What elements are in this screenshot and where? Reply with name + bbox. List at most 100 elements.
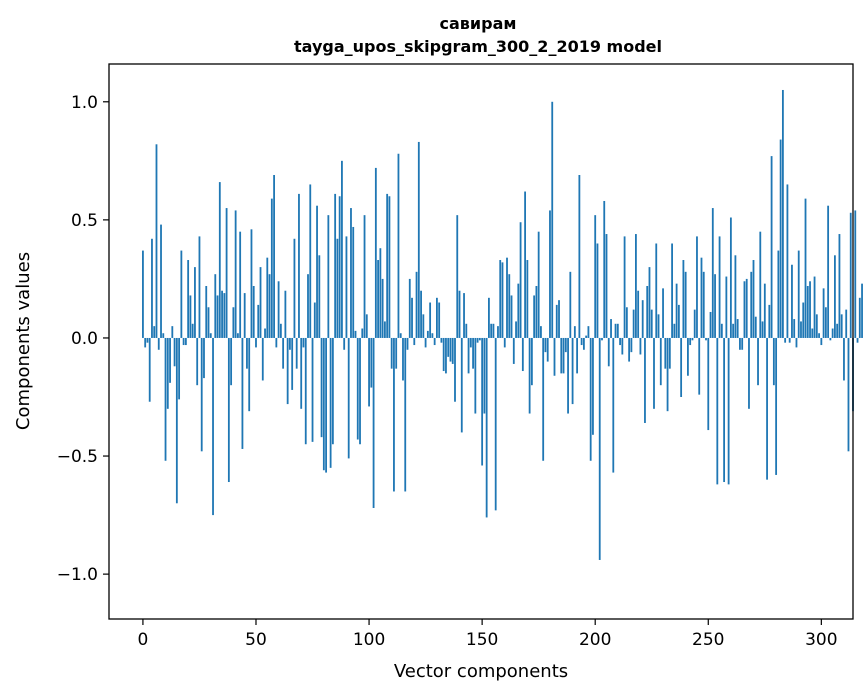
bar-57: [270, 198, 273, 338]
bar-75: [311, 337, 314, 442]
bar-282: [779, 139, 782, 338]
bar-17: [180, 250, 183, 338]
bar-311: [845, 309, 848, 338]
bar-38: [227, 337, 230, 483]
bar-138: [454, 337, 456, 402]
bar-172: [530, 337, 533, 386]
bar-37: [225, 208, 228, 338]
bar-21: [189, 295, 192, 338]
bar-60: [277, 281, 280, 338]
bar-209: [614, 323, 617, 338]
bar-116: [404, 337, 407, 492]
bar-266: [743, 281, 746, 338]
bar-309: [840, 314, 843, 338]
bar-191: [573, 326, 576, 338]
bar-246: [698, 337, 701, 395]
bar-25: [198, 236, 201, 338]
bar-121: [415, 271, 418, 338]
bar-163: [510, 295, 513, 338]
bar-283: [781, 89, 784, 338]
bar-281: [777, 250, 780, 338]
bar-2: [146, 337, 149, 343]
bar-308: [838, 234, 841, 338]
bar-299: [818, 333, 820, 338]
bar-162: [508, 274, 511, 338]
bar-146: [472, 337, 474, 369]
bar-255: [718, 236, 721, 338]
bar-29: [207, 307, 210, 338]
bar-48: [250, 229, 253, 338]
bar-79: [320, 337, 323, 438]
bar-248: [702, 271, 705, 338]
bar-270: [752, 260, 755, 338]
bar-317: [858, 297, 861, 338]
bar-199: [592, 337, 594, 435]
bar-226: [653, 337, 655, 409]
bar-166: [517, 283, 520, 338]
bar-141: [460, 337, 463, 433]
bar-28: [205, 286, 208, 338]
bar-258: [725, 276, 728, 338]
bar-307: [836, 323, 839, 338]
bar-302: [824, 307, 827, 338]
bar-174: [535, 286, 538, 338]
bar-207: [610, 319, 612, 338]
bar-44: [241, 337, 244, 449]
bar-243: [691, 337, 694, 341]
bar-33: [216, 295, 219, 338]
bar-182: [553, 337, 556, 376]
bar-47: [248, 337, 251, 412]
bar-65: [289, 337, 291, 350]
bar-157: [497, 326, 499, 338]
bar-51: [257, 304, 260, 338]
bar-96: [359, 337, 361, 445]
bar-310: [843, 337, 845, 381]
bar-59: [275, 337, 278, 348]
bar-6: [155, 144, 158, 338]
bar-27: [203, 337, 205, 379]
bar-100: [368, 337, 370, 407]
bar-82: [327, 215, 330, 338]
bar-203: [601, 337, 603, 341]
bar-113: [397, 153, 400, 338]
bar-306: [834, 255, 836, 338]
bar-237: [677, 304, 680, 338]
bar-217: [632, 309, 635, 338]
bar-277: [768, 304, 771, 338]
bar-147: [474, 337, 477, 414]
bar-272: [757, 337, 759, 386]
bar-130: [436, 297, 438, 338]
bar-249: [705, 337, 707, 341]
bar-267: [745, 278, 748, 338]
bar-239: [682, 260, 685, 338]
bar-205: [605, 234, 608, 338]
bar-206: [607, 337, 610, 367]
bar-42: [237, 333, 239, 338]
bar-259: [727, 337, 730, 485]
bar-197: [587, 326, 590, 338]
bar-313: [849, 212, 852, 338]
bar-9: [162, 333, 165, 338]
bar-110: [390, 337, 393, 369]
bar-105: [379, 248, 382, 338]
bar-58: [273, 175, 275, 338]
bar-193: [578, 175, 581, 338]
bar-220: [639, 337, 642, 355]
x-tick-label: 0: [138, 630, 149, 650]
y-tick-label: −1.0: [57, 565, 98, 585]
bar-77: [316, 205, 318, 338]
bar-120: [413, 337, 416, 346]
bar-273: [759, 231, 762, 338]
bar-70: [300, 337, 303, 409]
bar-26: [200, 337, 203, 452]
bar-184: [558, 300, 560, 338]
bar-78: [318, 255, 321, 338]
y-axis-label: Components values: [13, 252, 34, 430]
bar-102: [372, 337, 375, 508]
bar-298: [815, 314, 818, 338]
bar-71: [302, 337, 305, 348]
bar-198: [589, 337, 592, 461]
bar-23: [194, 267, 196, 338]
bar-119: [411, 297, 413, 338]
bar-200: [594, 215, 597, 338]
